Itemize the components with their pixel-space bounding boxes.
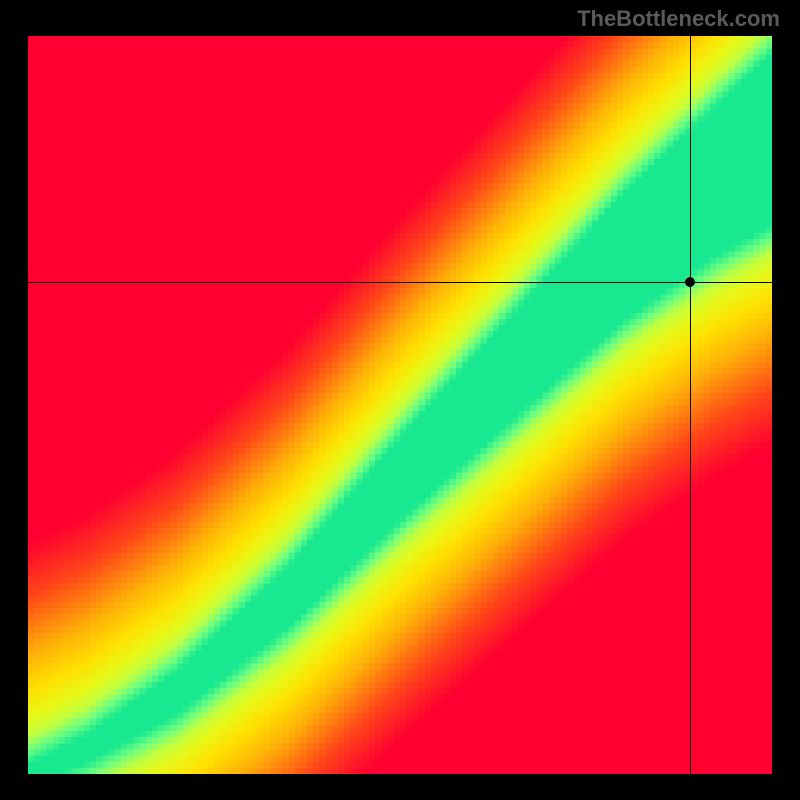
chart-container: TheBottleneck.com <box>0 0 800 800</box>
plot-frame <box>28 36 772 774</box>
crosshair-vertical <box>690 36 691 774</box>
watermark-text: TheBottleneck.com <box>577 6 780 32</box>
crosshair-horizontal <box>28 282 772 283</box>
heatmap-canvas <box>28 36 772 774</box>
